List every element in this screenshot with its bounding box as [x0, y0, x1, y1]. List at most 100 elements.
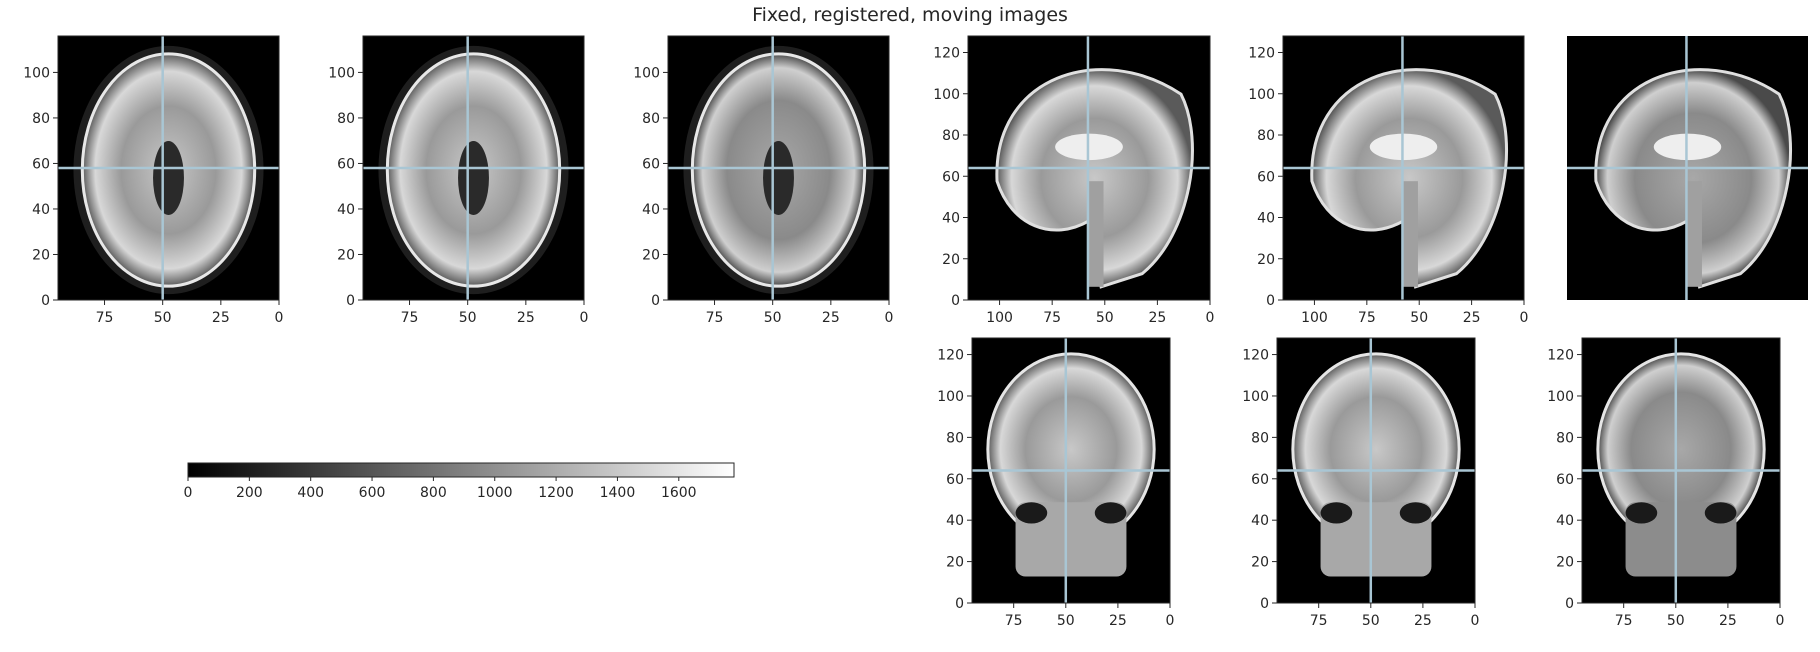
x-tick-label: 75 [1310, 613, 1328, 629]
y-tick-label: 60 [1251, 472, 1269, 488]
colorbar-tick-label: 1400 [600, 485, 636, 501]
x-tick-label: 0 [1520, 310, 1529, 326]
y-tick-label: 40 [32, 202, 50, 218]
y-tick-label: 120 [933, 46, 960, 62]
ventricles [458, 141, 489, 215]
x-tick-label: 0 [885, 310, 894, 326]
y-tick-label: 20 [1257, 252, 1275, 268]
y-tick-label: 60 [946, 472, 964, 488]
x-tick-label: 75 [1043, 310, 1061, 326]
y-tick-label: 60 [1556, 472, 1574, 488]
brainstem [1089, 181, 1104, 287]
x-tick-label: 75 [96, 310, 114, 326]
x-tick-label: 50 [154, 310, 172, 326]
x-tick-label: 50 [1410, 310, 1428, 326]
x-tick-label: 50 [1667, 613, 1685, 629]
sinus-left [1321, 502, 1353, 523]
y-tick-label: 100 [633, 65, 660, 81]
x-tick-label: 50 [1096, 310, 1114, 326]
x-tick-label: 0 [1776, 613, 1785, 629]
y-tick-label: 0 [951, 293, 960, 309]
y-tick-label: 80 [942, 128, 960, 144]
y-tick-label: 20 [942, 252, 960, 268]
sagittal-registered-panel: 100 75 50 25 0 0 20 40 60 80 100 120 [1248, 36, 1528, 326]
x-tick-label: 25 [1109, 613, 1127, 629]
y-tick-label: 80 [1251, 430, 1269, 446]
y-tick-label: 80 [1556, 430, 1574, 446]
x-tick-label: 0 [275, 310, 284, 326]
x-tick-label: 100 [1301, 310, 1328, 326]
y-tick-label: 100 [1248, 87, 1275, 103]
y-tick-label: 120 [1248, 46, 1275, 62]
colorbar-gradient [188, 463, 734, 477]
y-tick-label: 60 [32, 156, 50, 172]
y-tick-label: 0 [41, 293, 50, 309]
y-tick-label: 40 [642, 202, 660, 218]
y-tick-label: 0 [1260, 596, 1269, 612]
y-tick-label: 0 [1565, 596, 1574, 612]
y-tick-label: 80 [642, 111, 660, 127]
y-tick-label: 120 [1547, 348, 1574, 364]
y-tick-label: 120 [1242, 348, 1269, 364]
x-tick-label: 50 [764, 310, 782, 326]
y-tick-label: 120 [937, 348, 964, 364]
x-tick-label: 25 [212, 310, 230, 326]
y-tick-label: 80 [32, 111, 50, 127]
x-tick-label: 75 [401, 310, 419, 326]
y-tick-label: 100 [937, 389, 964, 405]
sinus-right [1095, 502, 1127, 523]
colorbar-tick-label: 600 [359, 485, 386, 501]
y-tick-label: 60 [942, 169, 960, 185]
y-tick-label: 100 [23, 65, 50, 81]
y-tick-label: 100 [1242, 389, 1269, 405]
y-tick-label: 40 [1556, 513, 1574, 529]
y-tick-label: 100 [933, 87, 960, 103]
sagittal-moving-panel [1567, 36, 1808, 300]
ventricles [153, 141, 184, 215]
y-tick-label: 100 [328, 65, 355, 81]
x-tick-label: 50 [459, 310, 477, 326]
sinus-right [1400, 502, 1432, 523]
sinus-left [1626, 502, 1658, 523]
colorbar-tick-label: 200 [236, 485, 263, 501]
ventricles [763, 141, 794, 215]
axial-registered-panel: 75 50 25 0 0 20 40 60 80 100 [328, 36, 588, 326]
x-tick-label: 50 [1362, 613, 1380, 629]
y-tick-label: 20 [946, 555, 964, 571]
coronal-registered-panel: 75 50 25 0 0 20 40 60 80 100 120 [1242, 338, 1479, 629]
coronal-moving-panel: 75 50 25 0 0 20 40 60 80 100 120 [1547, 338, 1784, 629]
x-tick-label: 75 [1005, 613, 1023, 629]
y-tick-label: 100 [1547, 389, 1574, 405]
axial-fixed-panel: 75 50 25 0 0 20 40 60 80 100 [23, 36, 283, 326]
colorbar-tick-label: 1600 [661, 485, 697, 501]
x-tick-label: 0 [1206, 310, 1215, 326]
sinus-right [1705, 502, 1737, 523]
image-panels: 75 50 25 0 0 20 40 60 80 100 75 50 25 0 0 20 40 60 80 100 75… [23, 36, 1808, 629]
x-tick-label: 100 [986, 310, 1013, 326]
x-tick-label: 0 [1471, 613, 1480, 629]
x-tick-label: 0 [580, 310, 589, 326]
y-tick-label: 80 [946, 430, 964, 446]
x-tick-label: 25 [822, 310, 840, 326]
y-tick-label: 0 [651, 293, 660, 309]
sagittal-fixed-panel: 100 75 50 25 0 0 20 40 60 80 100 120 [933, 36, 1214, 326]
x-tick-label: 25 [1414, 613, 1432, 629]
y-tick-label: 20 [337, 247, 355, 263]
x-tick-label: 25 [1148, 310, 1166, 326]
y-tick-label: 40 [1257, 211, 1275, 227]
x-tick-label: 50 [1057, 613, 1075, 629]
y-tick-label: 40 [337, 202, 355, 218]
colorbar-tick-label: 1200 [538, 485, 574, 501]
coronal-fixed-panel: 75 50 25 0 0 20 40 60 80 100 120 [937, 338, 1174, 629]
y-tick-label: 60 [1257, 169, 1275, 185]
x-tick-label: 25 [1719, 613, 1737, 629]
y-tick-label: 60 [337, 156, 355, 172]
y-tick-label: 20 [1251, 555, 1269, 571]
colorbar-tick-label: 400 [297, 485, 324, 501]
y-tick-label: 80 [337, 111, 355, 127]
colorbar-tick-label: 800 [420, 485, 447, 501]
x-tick-label: 25 [517, 310, 535, 326]
y-tick-label: 40 [946, 513, 964, 529]
axial-moving-panel: 75 50 25 0 0 20 40 60 80 100 [633, 36, 893, 326]
